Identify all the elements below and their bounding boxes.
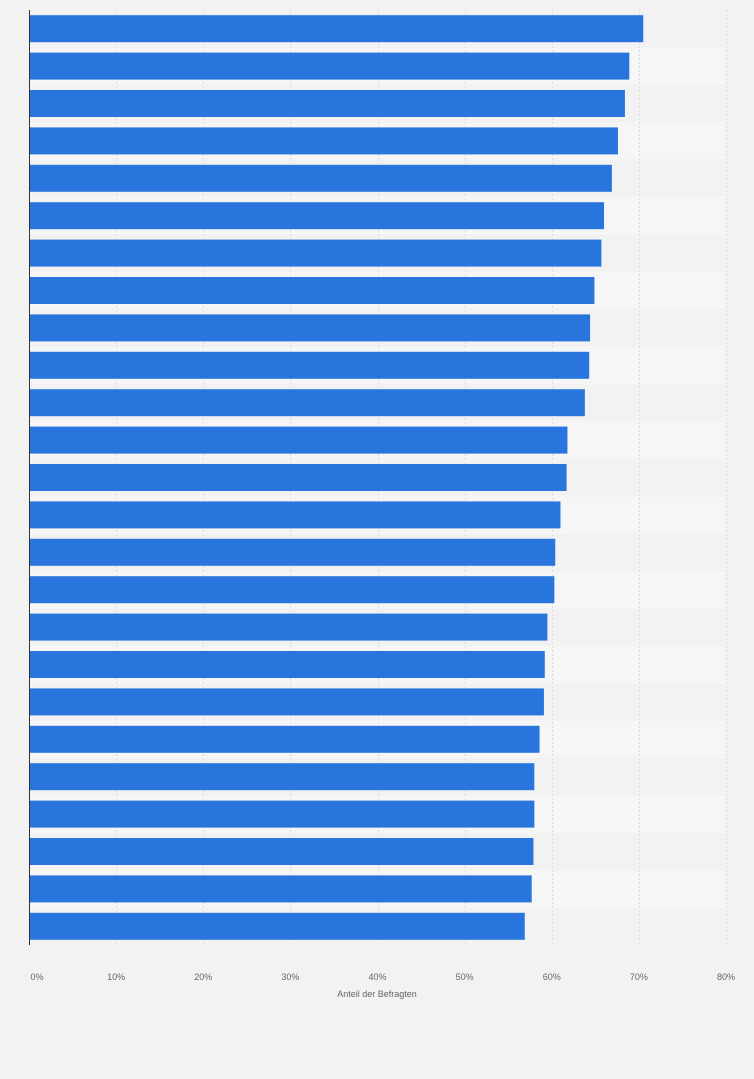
bar — [30, 912, 525, 940]
bar — [30, 314, 591, 342]
bar — [30, 763, 535, 791]
x-axis-title: Anteil der Befragten — [337, 989, 417, 999]
bar — [30, 277, 595, 304]
x-tick-label: 80% — [717, 972, 735, 982]
x-tick-label: 50% — [456, 972, 474, 982]
bar — [30, 164, 612, 192]
bar — [30, 613, 548, 641]
x-tick-label: 40% — [368, 972, 386, 982]
x-tick-label: 70% — [630, 972, 648, 982]
bar — [30, 688, 544, 716]
bar — [30, 875, 532, 903]
bar — [30, 90, 625, 117]
x-tick-label: 30% — [281, 972, 299, 982]
bar — [30, 838, 534, 865]
bar — [30, 538, 556, 566]
bar — [30, 800, 535, 828]
x-axis-ticks: 0% 10% 20% 30% 40% 50% 60% 70% 80% — [30, 972, 735, 982]
bar — [30, 15, 644, 43]
bar — [30, 202, 605, 230]
bar — [30, 127, 618, 155]
bar — [30, 52, 630, 80]
bar — [30, 464, 567, 491]
bar — [30, 501, 561, 529]
bar — [30, 576, 555, 604]
x-tick-label: 0% — [30, 972, 43, 982]
bar — [30, 651, 545, 678]
bar — [30, 351, 590, 379]
bar — [30, 389, 585, 417]
bars — [30, 15, 644, 940]
x-tick-label: 60% — [543, 972, 561, 982]
bar — [30, 725, 540, 753]
x-tick-label: 10% — [107, 972, 125, 982]
x-tick-label: 20% — [194, 972, 212, 982]
bar — [30, 426, 568, 454]
bar — [30, 239, 602, 267]
